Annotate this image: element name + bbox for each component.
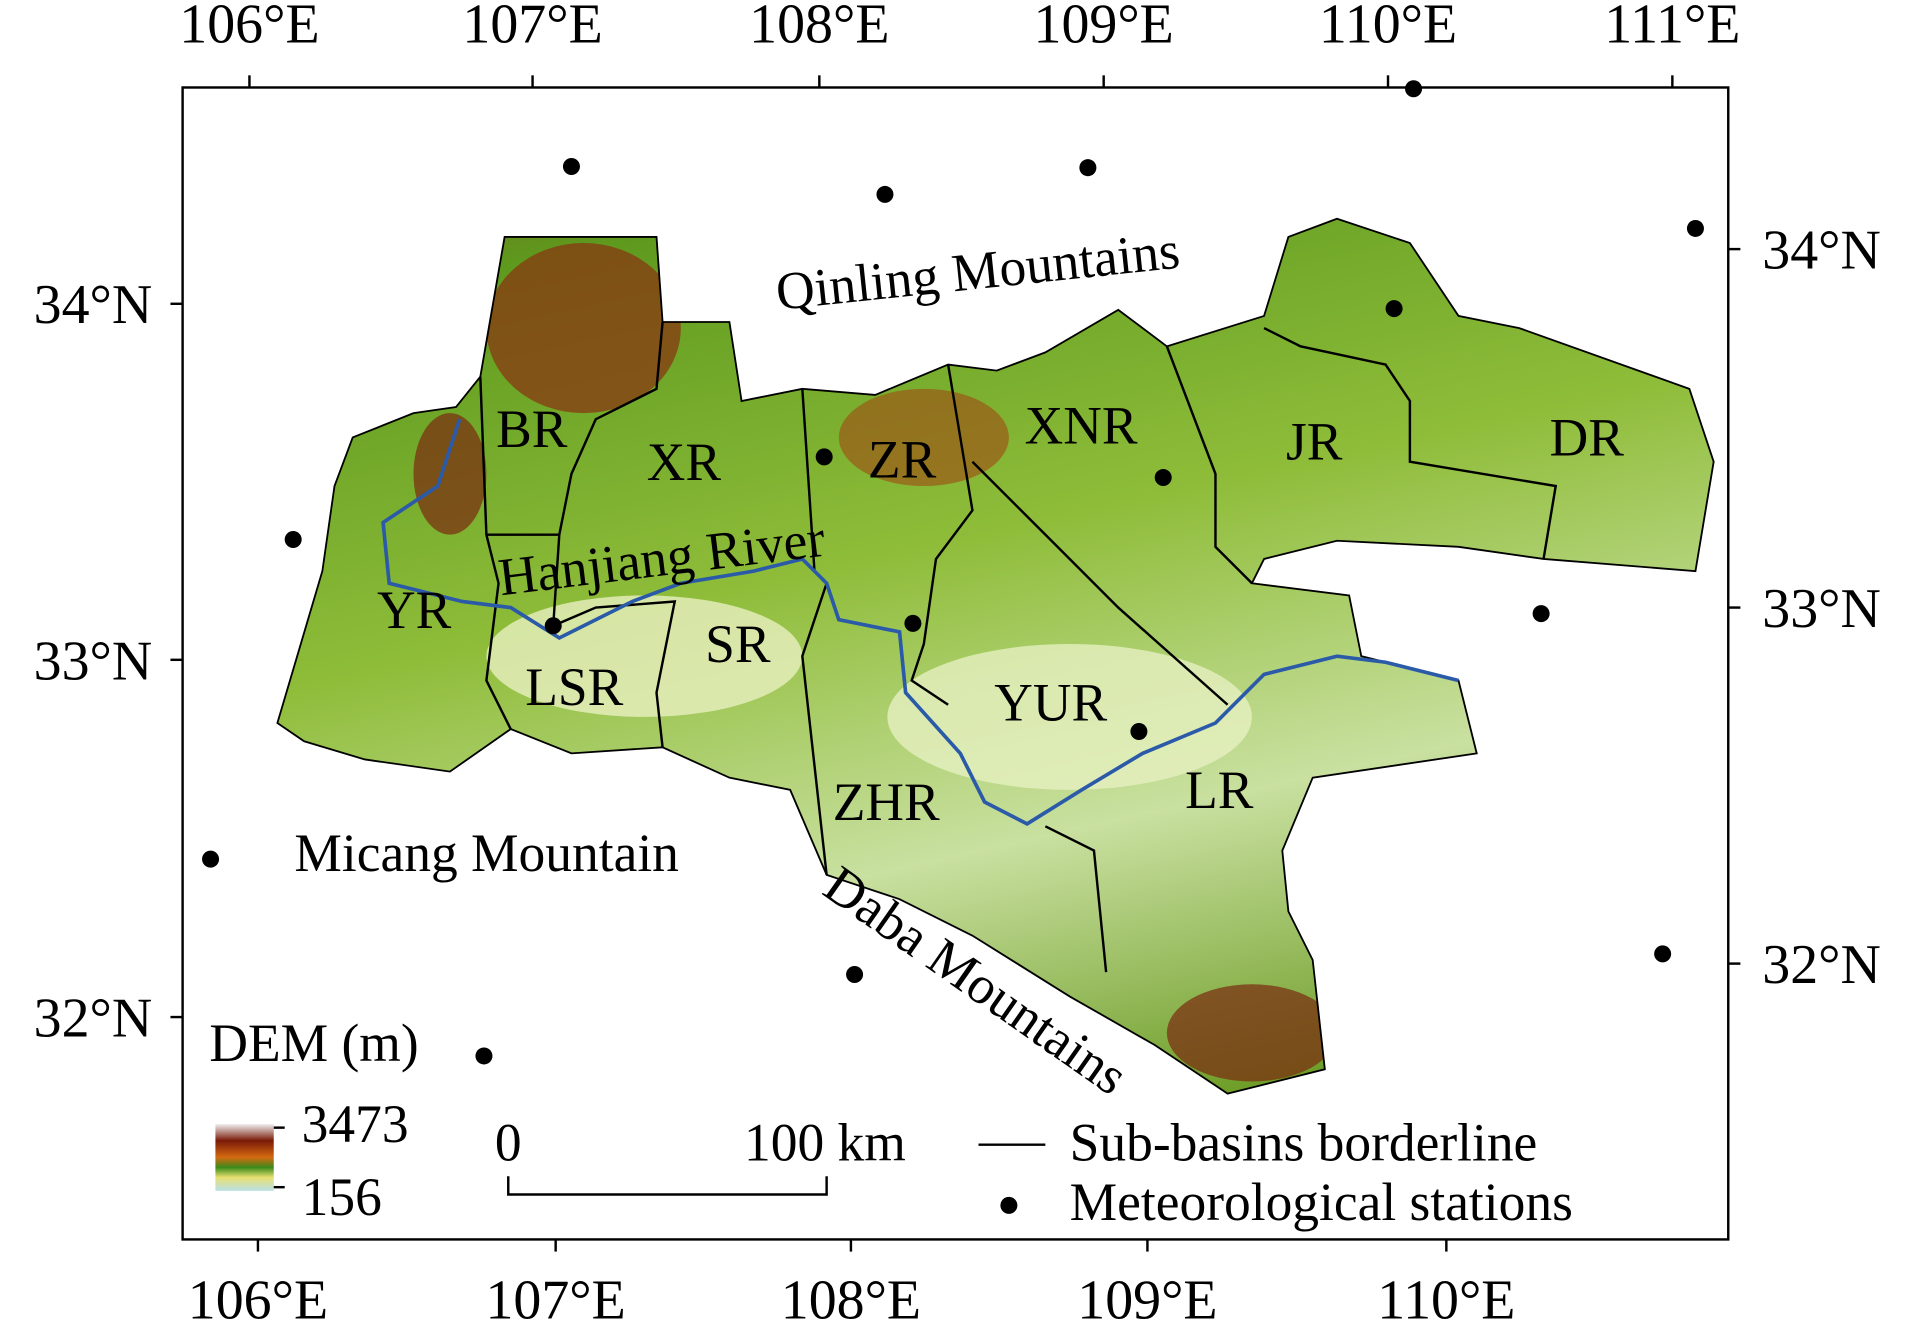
bottom-label: 107°E bbox=[486, 1269, 626, 1331]
right-label: 32°N bbox=[1762, 934, 1881, 996]
high-elevation bbox=[1166, 984, 1337, 1082]
top-label: 110°E bbox=[1319, 0, 1457, 56]
station bbox=[1079, 159, 1097, 177]
station bbox=[284, 531, 302, 549]
region-label: XR bbox=[647, 432, 722, 492]
colorbar-max: 3473 bbox=[302, 1094, 409, 1154]
border bbox=[1263, 326, 1558, 560]
valley bbox=[887, 644, 1252, 790]
station bbox=[1405, 80, 1423, 98]
region-label: LSR bbox=[525, 657, 623, 717]
right-label: 34°N bbox=[1762, 220, 1881, 282]
top-label: 108°E bbox=[749, 0, 889, 56]
station bbox=[202, 850, 220, 868]
sub-basin-borders bbox=[479, 321, 1558, 973]
colorbar-min: 156 bbox=[302, 1167, 382, 1227]
left-label: 33°N bbox=[34, 630, 153, 692]
top-label: 111°E bbox=[1604, 0, 1740, 56]
high-elevation bbox=[486, 243, 681, 414]
border bbox=[479, 376, 512, 730]
right-label: 33°N bbox=[1762, 578, 1881, 640]
legend-dot bbox=[1000, 1196, 1018, 1214]
border bbox=[486, 321, 664, 536]
scale-end: 100 km bbox=[744, 1112, 906, 1172]
scale-start: 0 bbox=[495, 1112, 522, 1172]
region-label: ZR bbox=[868, 430, 937, 490]
top-label: 109°E bbox=[1034, 0, 1174, 56]
border bbox=[910, 364, 974, 706]
region-label: YUR bbox=[994, 673, 1107, 733]
dem-colorbar bbox=[215, 1123, 274, 1191]
station bbox=[876, 185, 894, 203]
valley bbox=[486, 595, 803, 717]
bottom-label: 108°E bbox=[781, 1269, 921, 1331]
region-label: DR bbox=[1550, 408, 1625, 468]
legend-borderline: Sub-basins borderline bbox=[1070, 1112, 1538, 1172]
bottom-label: 110°E bbox=[1377, 1269, 1515, 1331]
station bbox=[846, 966, 864, 984]
mountain-label: Micang Mountain bbox=[294, 823, 679, 883]
legend-stations: Meteorological stations bbox=[1070, 1172, 1573, 1232]
high-elevation bbox=[838, 388, 1009, 487]
scale-bar bbox=[507, 1176, 828, 1196]
station bbox=[1532, 605, 1550, 623]
border bbox=[1044, 825, 1108, 973]
top-label: 107°E bbox=[462, 0, 602, 56]
region-label: LR bbox=[1185, 760, 1254, 820]
bottom-label: 109°E bbox=[1077, 1269, 1217, 1331]
bottom-label: 106°E bbox=[188, 1269, 328, 1331]
station bbox=[904, 614, 922, 632]
station bbox=[1154, 469, 1172, 487]
top-label: 106°E bbox=[179, 0, 319, 56]
station bbox=[1654, 945, 1672, 963]
legend-title: DEM (m) bbox=[209, 1013, 418, 1073]
region-label: SR bbox=[705, 614, 771, 674]
left-label: 32°N bbox=[34, 988, 153, 1050]
station bbox=[544, 617, 562, 635]
border bbox=[1165, 345, 1253, 585]
ticks bbox=[170, 75, 1741, 1252]
region-label: BR bbox=[496, 399, 568, 459]
high-elevation bbox=[413, 413, 487, 535]
region-label: YR bbox=[377, 580, 452, 640]
station bbox=[815, 448, 833, 466]
station bbox=[562, 157, 580, 175]
region-label: ZHR bbox=[833, 772, 940, 832]
border bbox=[551, 534, 677, 748]
station bbox=[1385, 300, 1403, 318]
station bbox=[1686, 219, 1704, 237]
station bbox=[1130, 723, 1148, 741]
hanjiang-river bbox=[381, 418, 1459, 826]
border bbox=[971, 460, 1229, 706]
region-label: XNR bbox=[1025, 396, 1138, 456]
stations bbox=[202, 80, 1704, 1065]
left-label: 34°N bbox=[34, 274, 153, 336]
region-label: JR bbox=[1286, 411, 1343, 471]
station bbox=[475, 1047, 493, 1065]
